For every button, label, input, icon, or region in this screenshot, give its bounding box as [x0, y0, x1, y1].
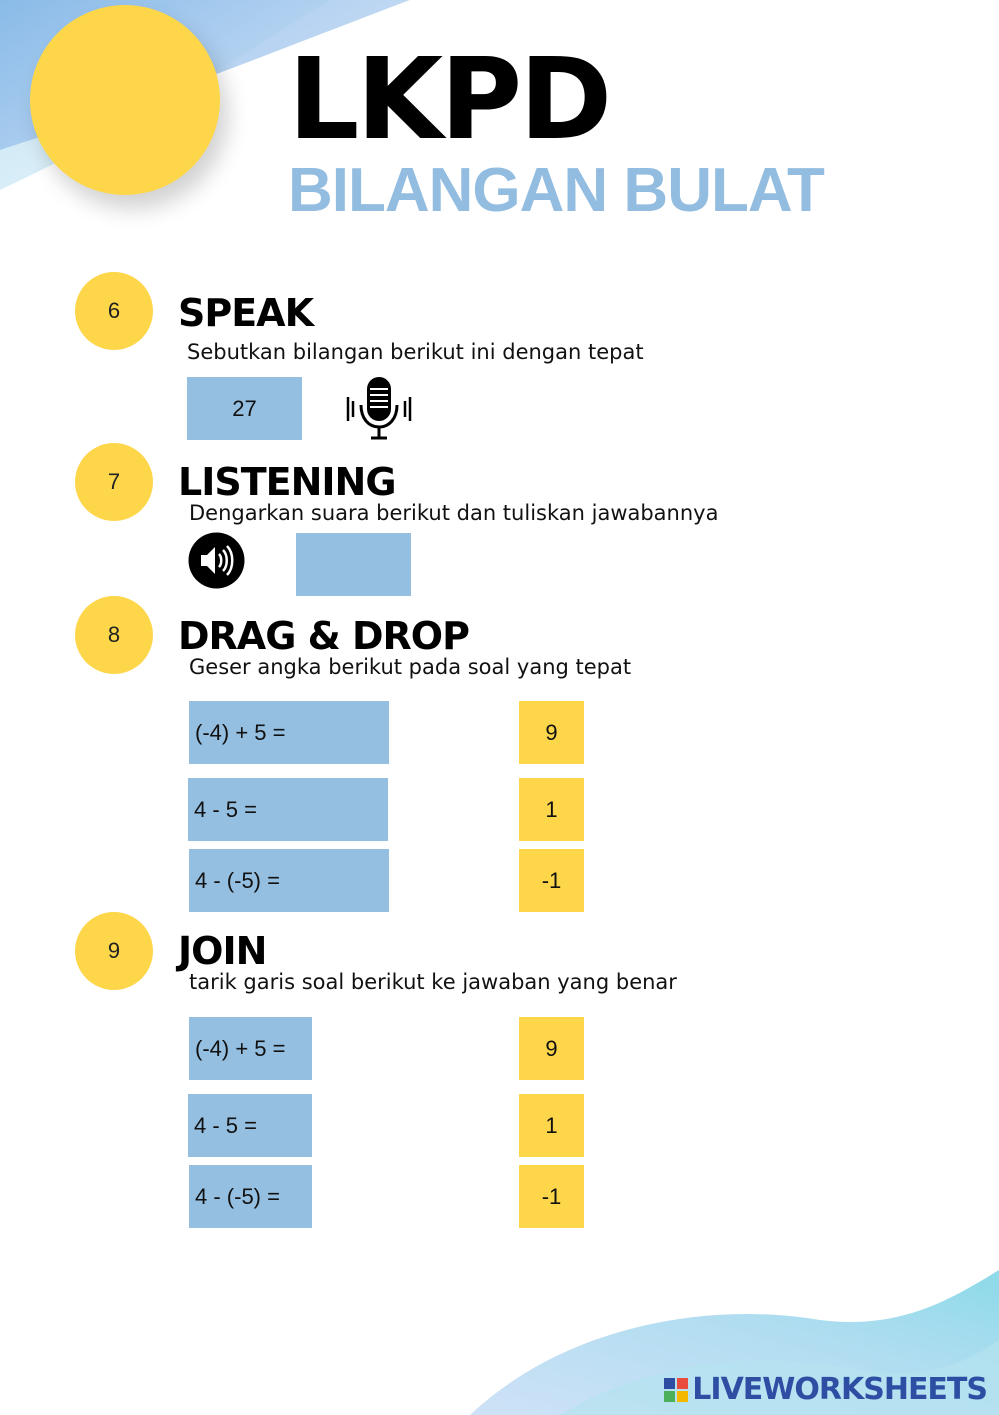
join-question-node[interactable]: 4 - (-5) =: [189, 1165, 312, 1228]
draggable-answer[interactable]: 1: [519, 778, 584, 841]
section-title-drag-drop: DRAG & DROP: [178, 614, 470, 658]
section-title-join: JOIN: [178, 929, 267, 973]
speaker-icon[interactable]: [188, 532, 245, 589]
page-title: LKPD: [288, 35, 612, 165]
section-instruction: Sebutkan bilangan berikut ini dengan tep…: [187, 340, 644, 364]
drop-target-question[interactable]: 4 - (-5) =: [189, 849, 389, 912]
section-title-speak: SPEAK: [178, 291, 314, 335]
draggable-answer[interactable]: 9: [519, 701, 584, 764]
section-instruction: Dengarkan suara berikut dan tuliskan jaw…: [189, 501, 719, 525]
section-title-listening: LISTENING: [178, 460, 397, 504]
microphone-icon[interactable]: [345, 375, 413, 443]
join-answer-node[interactable]: 9: [519, 1017, 584, 1080]
section-instruction: tarik garis soal berikut ke jawaban yang…: [189, 970, 677, 994]
section-number-badge: 7: [75, 443, 153, 521]
sun-decoration: [30, 5, 220, 195]
listening-answer-input[interactable]: [296, 533, 411, 596]
join-answer-node[interactable]: 1: [519, 1094, 584, 1157]
liveworksheets-logo: LIVEWORKSHEETS: [664, 1372, 988, 1407]
draggable-answer[interactable]: -1: [519, 849, 584, 912]
liveworksheets-logo-text: LIVEWORKSHEETS: [692, 1372, 988, 1407]
liveworksheets-logo-icon: [664, 1377, 689, 1402]
speak-prompt-box: 27: [187, 377, 302, 440]
join-question-node[interactable]: (-4) + 5 =: [189, 1017, 312, 1080]
section-number-badge: 9: [75, 912, 153, 990]
page-subtitle: BILANGAN BULAT: [288, 156, 825, 225]
section-number-badge: 6: [75, 272, 153, 350]
join-answer-node[interactable]: -1: [519, 1165, 584, 1228]
section-instruction: Geser angka berikut pada soal yang tepat: [189, 655, 632, 679]
drop-target-question[interactable]: 4 - 5 =: [188, 778, 388, 841]
join-question-node[interactable]: 4 - 5 =: [188, 1094, 312, 1157]
drop-target-question[interactable]: (-4) + 5 =: [189, 701, 389, 764]
section-number-badge: 8: [75, 596, 153, 674]
